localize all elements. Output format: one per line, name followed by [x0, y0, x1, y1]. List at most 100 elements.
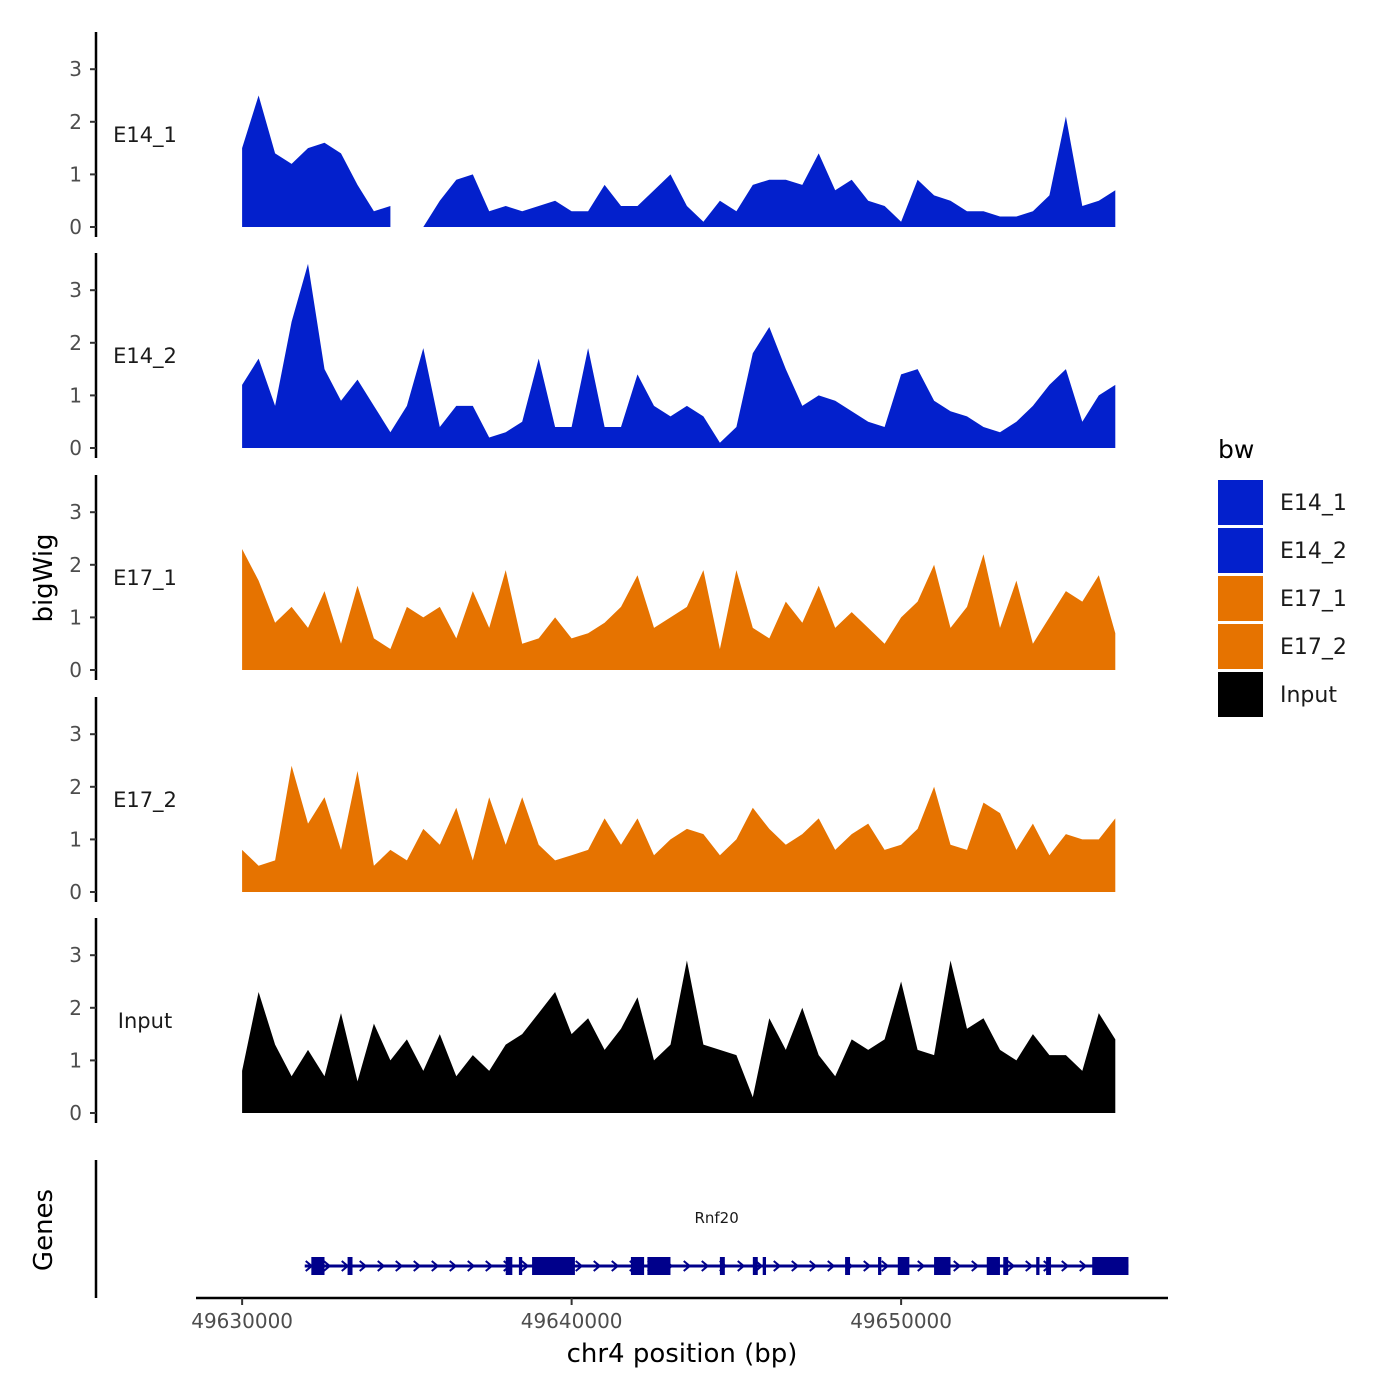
y-tick-label: 2: [69, 775, 82, 799]
legend-title: bw: [1218, 435, 1254, 464]
gene-exon: [1092, 1257, 1129, 1275]
coverage-area-e17_1: [242, 549, 1116, 670]
gene-exon: [897, 1257, 910, 1275]
gene-exon: [845, 1257, 851, 1275]
track-panel-e17_2: 0 1 2 3 E17_2: [69, 697, 1116, 904]
track-label-e17_2: E17_2: [113, 788, 177, 813]
x-tick-label: 49630000: [191, 1309, 293, 1333]
strand-arrow: [521, 1260, 530, 1272]
strand-arrow: [773, 1260, 782, 1272]
gene-exon: [752, 1257, 758, 1275]
track-label-input: Input: [118, 1009, 172, 1033]
strand-arrow: [359, 1260, 368, 1272]
y-tick-label: 1: [69, 383, 82, 407]
legend-label-input: Input: [1280, 683, 1337, 708]
strand-arrow: [575, 1260, 584, 1272]
gene-track: Rnf20: [94, 1160, 1129, 1298]
legend-key-e14_2: [1218, 528, 1263, 573]
y-axis-title: bigWig: [29, 533, 59, 622]
track-label-e17_1: E17_1: [113, 566, 177, 591]
gene-exon: [1003, 1257, 1009, 1275]
y-tick-label: 0: [69, 1101, 82, 1125]
gene-exon: [719, 1257, 725, 1275]
y-tick-label: 0: [69, 880, 82, 904]
strand-arrow: [863, 1260, 872, 1272]
y-tick-label: 3: [69, 57, 82, 81]
strand-arrow: [917, 1260, 926, 1272]
strand-arrow: [485, 1260, 494, 1272]
coverage-area-input: [242, 960, 1116, 1113]
strand-arrow: [323, 1260, 332, 1272]
coverage-tracks: 0 1 2 3 E14_1 0 1 2 3 E14_2 0 1 2 3 E17_1 0 1 2 3 E17_2 0 1 2 3…: [69, 32, 1116, 1125]
strand-arrow: [1025, 1260, 1034, 1272]
track-label-e14_2: E14_2: [113, 344, 177, 369]
y-tick-label: 1: [69, 1048, 82, 1072]
coverage-area-e14_1: [423, 116, 1116, 227]
gene-exon: [505, 1257, 513, 1275]
y-tick-label: 2: [69, 553, 82, 577]
genes-axis-title: Genes: [29, 1189, 59, 1271]
x-tick-label: 49650000: [850, 1309, 952, 1333]
gene-name-label: Rnf20: [694, 1209, 738, 1227]
gene-exon: [532, 1257, 575, 1275]
track-panel-e14_2: 0 1 2 3 E14_2: [69, 253, 1116, 460]
y-tick-label: 3: [69, 278, 82, 302]
legend: bw E14_1 E14_2 E17_1 E17_2 Input: [1218, 435, 1347, 717]
strand-arrow: [467, 1260, 476, 1272]
y-tick-label: 3: [69, 943, 82, 967]
strand-arrow: [881, 1260, 890, 1272]
gene-exon: [1036, 1257, 1040, 1275]
strand-arrow: [971, 1260, 980, 1272]
legend-key-e14_1: [1218, 480, 1263, 525]
gene-exon: [986, 1257, 1000, 1275]
y-tick-label: 1: [69, 162, 82, 186]
strand-arrow: [701, 1260, 710, 1272]
strand-arrow: [683, 1260, 692, 1272]
gene-exon: [311, 1257, 325, 1275]
legend-label-e17_1: E17_1: [1280, 587, 1347, 612]
legend-key-input: [1218, 672, 1263, 717]
gene-rnf20: Rnf20: [304, 1209, 1129, 1275]
coverage-area-e17_2: [242, 765, 1116, 892]
gene-exon: [934, 1257, 951, 1275]
strand-arrow: [737, 1260, 746, 1272]
x-axis: 49630000 49640000 49650000: [191, 1296, 1168, 1333]
gene-exon: [347, 1257, 353, 1275]
coverage-area-e14_1: [242, 95, 391, 227]
strand-arrow: [827, 1260, 836, 1272]
gene-exon: [762, 1257, 767, 1275]
strand-arrow: [395, 1260, 404, 1272]
strand-arrow: [1061, 1260, 1070, 1272]
strand-arrow: [791, 1260, 800, 1272]
y-tick-label: 0: [69, 215, 82, 239]
strand-arrow: [611, 1260, 620, 1272]
y-tick-label: 3: [69, 722, 82, 746]
y-tick-label: 2: [69, 996, 82, 1020]
y-tick-label: 3: [69, 500, 82, 524]
strand-arrow: [449, 1260, 458, 1272]
y-tick-label: 2: [69, 110, 82, 134]
gene-exon: [518, 1257, 523, 1275]
track-panel-input: 0 1 2 3 Input: [69, 918, 1116, 1125]
strand-arrow: [953, 1260, 962, 1272]
y-tick-label: 0: [69, 436, 82, 460]
strand-arrow: [377, 1260, 386, 1272]
gene-exon: [630, 1257, 645, 1275]
y-tick-label: 1: [69, 827, 82, 851]
track-panel-e17_1: 0 1 2 3 E17_1: [69, 475, 1116, 682]
strand-arrow: [809, 1260, 818, 1272]
strand-arrow: [431, 1260, 440, 1272]
x-tick-label: 49640000: [521, 1309, 623, 1333]
y-tick-label: 1: [69, 605, 82, 629]
gene-exon: [1046, 1257, 1052, 1275]
track-label-e14_1: E14_1: [113, 123, 177, 148]
track-panel-e14_1: 0 1 2 3 E14_1: [69, 32, 1116, 239]
legend-key-e17_1: [1218, 576, 1263, 621]
legend-label-e14_1: E14_1: [1280, 491, 1347, 516]
strand-arrow: [1079, 1260, 1088, 1272]
legend-label-e17_2: E17_2: [1280, 635, 1347, 660]
strand-arrow: [1007, 1260, 1016, 1272]
coverage-area-e14_2: [242, 263, 1116, 448]
